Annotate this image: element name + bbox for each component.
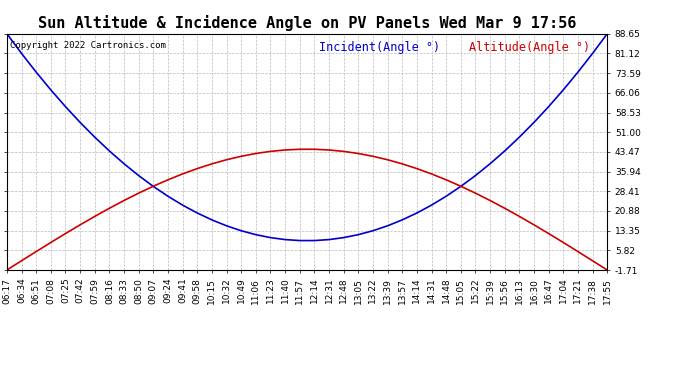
Text: Incident(Angle °): Incident(Angle °): [319, 41, 440, 54]
Text: Altitude(Angle °): Altitude(Angle °): [469, 41, 590, 54]
Text: Copyright 2022 Cartronics.com: Copyright 2022 Cartronics.com: [10, 41, 166, 50]
Title: Sun Altitude & Incidence Angle on PV Panels Wed Mar 9 17:56: Sun Altitude & Incidence Angle on PV Pan…: [38, 15, 576, 31]
